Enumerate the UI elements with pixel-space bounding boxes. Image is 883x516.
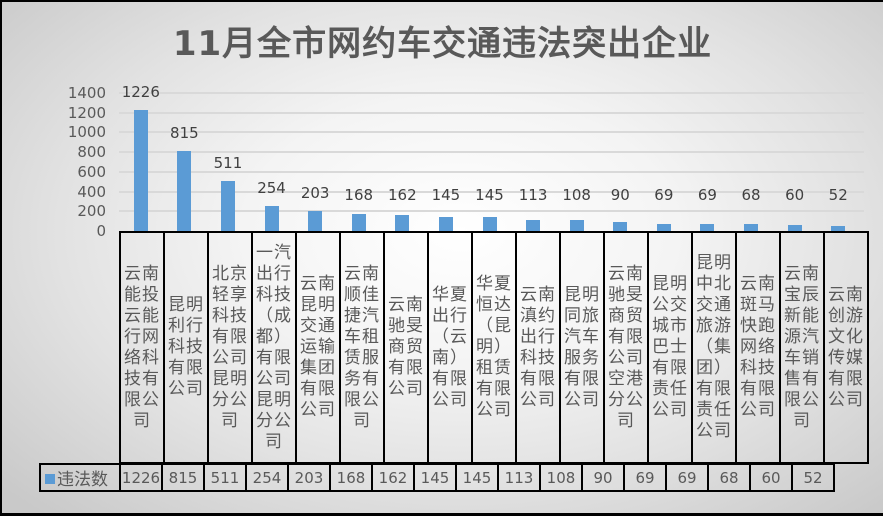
data-label: 168 — [344, 186, 374, 204]
y-tick-label: 600 — [77, 162, 106, 181]
data-table-value: 68 — [707, 463, 751, 492]
y-tick-label: 400 — [77, 182, 106, 201]
data-table-value: 815 — [161, 463, 205, 492]
data-label: 69 — [697, 186, 717, 204]
y-tick-label: 1400 — [67, 83, 106, 102]
bar[interactable] — [177, 150, 192, 231]
bar[interactable] — [395, 215, 410, 231]
y-tick-label: 200 — [77, 202, 106, 221]
data-table-value: 1226 — [119, 463, 163, 492]
data-label: 203 — [300, 183, 330, 202]
y-tick-label: 1000 — [67, 123, 106, 142]
data-table-value: 168 — [329, 463, 373, 492]
bar[interactable] — [656, 224, 671, 231]
data-label: 1226 — [121, 82, 160, 101]
gridline — [119, 131, 864, 134]
gridline — [119, 170, 864, 173]
bar[interactable] — [438, 216, 453, 231]
data-label: 815 — [170, 123, 199, 142]
category-label: 昆明利行科技有限公司 — [163, 231, 209, 464]
category-label: 华夏出行（云南）有限公司 — [427, 231, 473, 464]
category-label: 北京轻享科技有限公司昆明分公司 — [207, 231, 253, 464]
category-label: 昆明中北交通旅游（集团）有限责任公司 — [691, 231, 737, 464]
bar[interactable] — [526, 219, 541, 231]
data-table-value: 60 — [749, 463, 793, 492]
data-table-value: 511 — [203, 463, 247, 492]
bar[interactable] — [482, 216, 497, 231]
data-table-value: 254 — [245, 463, 289, 492]
data-table: 违法数 1226 815 511 254 203 168 162 145 145 113 108 90… — [39, 463, 835, 492]
data-table-value: 69 — [665, 463, 709, 492]
data-table-value: 108 — [539, 463, 583, 492]
category-label: 云南能投云能行网络科技有限公司 — [119, 231, 165, 464]
square-swatch-icon — [45, 474, 55, 484]
data-table-value: 90 — [581, 463, 625, 492]
chart-title: 11月全市网约车交通违法突出企业 — [172, 24, 713, 64]
bar[interactable] — [831, 225, 846, 231]
data-table-value: 203 — [287, 463, 331, 492]
gridline — [119, 210, 864, 213]
bar[interactable] — [308, 210, 323, 231]
bar[interactable] — [787, 225, 802, 231]
data-label: 254 — [257, 178, 286, 197]
data-table-value: 145 — [455, 463, 499, 492]
data-table-value: 52 — [791, 463, 835, 492]
category-label: 昆明同旅汽车服务有限公司 — [559, 231, 605, 464]
data-label: 69 — [654, 186, 674, 204]
data-label: 68 — [741, 186, 761, 204]
category-label: 云南创游文化传媒有限公司 — [823, 231, 869, 464]
category-label: 云南宝辰新能源汽车销售有限公司 — [779, 231, 825, 464]
category-label: 云南昆明交通运输集团有限公司 — [295, 231, 341, 464]
data-label: 162 — [387, 186, 417, 204]
data-table-value: 69 — [623, 463, 667, 492]
data-label: 52 — [828, 186, 848, 204]
category-label: 云南顺佳捷汽车租赁服务有限公司 — [339, 231, 385, 464]
category-label: 云南斑马快跑网络科技有限公司 — [735, 231, 781, 464]
category-label: 昆明公交城市巴士有限责任公司 — [647, 231, 693, 464]
gridline — [119, 151, 864, 153]
bar[interactable] — [133, 109, 148, 231]
gridline — [119, 190, 864, 193]
data-label: 90 — [610, 186, 630, 204]
y-tick-label: 1200 — [67, 103, 106, 122]
bar[interactable] — [264, 205, 279, 231]
data-label: 145 — [475, 186, 504, 204]
data-table-value: 113 — [497, 463, 541, 492]
bar[interactable] — [700, 224, 715, 231]
category-label: 一汽出行科技（成都）有限公司昆明分公司 — [251, 231, 297, 464]
y-tick-label: 800 — [77, 143, 106, 161]
category-label: 华夏恒达（昆明）租赁有限公司 — [471, 231, 517, 464]
category-label: 云南驰旻商贸有限公司 — [383, 231, 429, 464]
bar[interactable] — [744, 224, 759, 231]
category-label: 云南滇约出行科技有限公司 — [515, 231, 561, 464]
bar[interactable] — [351, 214, 366, 231]
gridline — [119, 111, 864, 114]
bar[interactable] — [220, 180, 235, 231]
bar[interactable] — [569, 220, 584, 231]
legend-label: 违法数 — [57, 470, 108, 490]
legend-cell: 违法数 — [39, 463, 121, 492]
data-table-value: 145 — [413, 463, 457, 492]
data-label: 108 — [562, 186, 591, 204]
data-label: 113 — [518, 186, 548, 204]
category-axis-table: 云南能投云能行网络科技有限公司 昆明利行科技有限公司 北京轻享科技有限公司昆明分公司… — [119, 231, 869, 464]
data-label: 60 — [785, 186, 805, 204]
data-label: 511 — [213, 153, 243, 172]
bar[interactable] — [613, 222, 628, 231]
data-label: 145 — [431, 186, 461, 204]
category-label: 云南驰旻商贸有限公司空港分公司 — [603, 231, 649, 464]
data-table-value: 162 — [371, 463, 415, 492]
y-tick-label: 0 — [96, 222, 106, 240]
gridline — [119, 91, 864, 94]
